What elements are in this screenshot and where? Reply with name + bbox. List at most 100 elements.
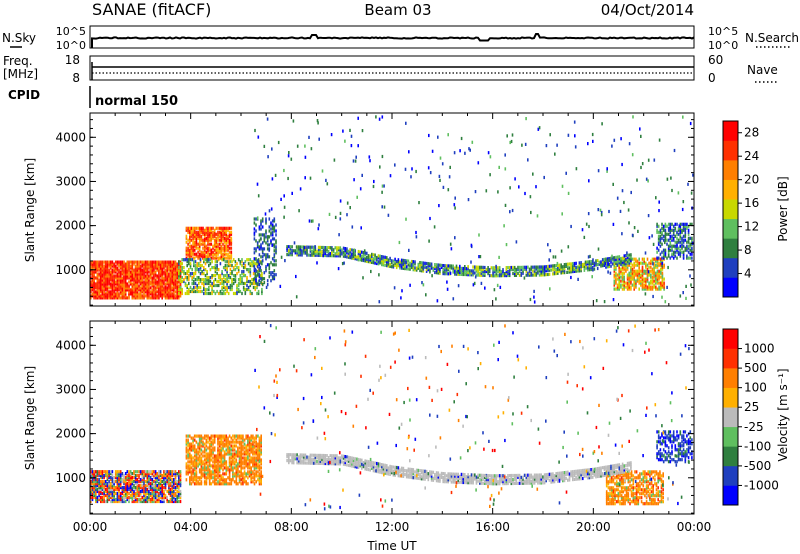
range-cell bbox=[212, 254, 214, 258]
range-cell bbox=[98, 260, 100, 264]
range-cell bbox=[456, 270, 459, 274]
range-cell bbox=[195, 246, 198, 250]
range-cell bbox=[605, 265, 607, 269]
range-cell bbox=[206, 278, 208, 282]
range-cell bbox=[679, 222, 682, 226]
range-cell bbox=[620, 275, 622, 279]
range-cell bbox=[497, 270, 499, 274]
range-cell bbox=[247, 262, 250, 266]
range-cell bbox=[116, 272, 119, 276]
range-cell bbox=[207, 238, 209, 242]
range-cell bbox=[118, 487, 120, 492]
range-cell bbox=[645, 285, 647, 289]
range-cell bbox=[108, 476, 110, 480]
range-cell bbox=[187, 440, 189, 444]
range-cell bbox=[229, 264, 232, 268]
range-cell bbox=[537, 127, 540, 131]
range-cell bbox=[129, 292, 132, 296]
range-cell bbox=[90, 280, 92, 284]
range-cell bbox=[210, 450, 213, 454]
range-cell bbox=[256, 182, 259, 186]
range-cell bbox=[96, 482, 99, 486]
colorbar-swatch bbox=[723, 140, 738, 161]
range-cell bbox=[151, 491, 154, 496]
range-cell bbox=[352, 254, 355, 258]
range-cell bbox=[100, 262, 102, 266]
range-cell bbox=[349, 206, 351, 210]
range-cell bbox=[669, 244, 672, 248]
range-cell bbox=[111, 262, 114, 266]
range-cell bbox=[128, 499, 130, 504]
range-cell bbox=[620, 279, 622, 283]
range-cell bbox=[389, 258, 391, 262]
range-cell bbox=[198, 240, 201, 244]
range-cell bbox=[192, 444, 194, 448]
range-cell bbox=[141, 282, 144, 286]
range-cell bbox=[195, 244, 198, 248]
range-cell bbox=[647, 179, 649, 183]
range-cell bbox=[128, 491, 130, 496]
range-cell bbox=[193, 472, 196, 476]
range-cell bbox=[198, 254, 201, 258]
range-cell bbox=[378, 300, 381, 304]
range-cell bbox=[618, 273, 620, 277]
range-cell bbox=[381, 259, 383, 263]
range-cell bbox=[131, 472, 134, 476]
range-cell bbox=[270, 239, 272, 243]
range-cell bbox=[215, 254, 218, 258]
range-cell bbox=[674, 226, 677, 230]
range-cell bbox=[311, 251, 313, 255]
range-cell bbox=[208, 258, 210, 262]
range-cell bbox=[221, 258, 223, 262]
range-cell bbox=[96, 276, 99, 280]
range-cell bbox=[134, 272, 137, 276]
range-cell bbox=[468, 147, 470, 151]
range-cell bbox=[266, 279, 269, 283]
range-cell bbox=[452, 266, 454, 270]
range-cell bbox=[109, 292, 112, 296]
range-cell bbox=[689, 248, 692, 252]
range-cell bbox=[552, 255, 555, 259]
range-cell bbox=[95, 264, 97, 268]
range-cell bbox=[103, 270, 105, 274]
range-cell bbox=[319, 251, 322, 255]
range-cell bbox=[111, 480, 114, 484]
range-cell bbox=[193, 460, 196, 464]
range-cell bbox=[144, 276, 147, 280]
range-cell bbox=[223, 442, 226, 446]
range-cell bbox=[90, 474, 92, 478]
range-cell bbox=[223, 232, 226, 236]
range-cell bbox=[119, 480, 122, 484]
range-cell bbox=[641, 279, 644, 283]
range-cell bbox=[210, 242, 213, 246]
range-cell bbox=[336, 246, 338, 250]
range-cell bbox=[159, 272, 162, 276]
range-cell bbox=[131, 284, 134, 288]
range-cell bbox=[153, 292, 155, 296]
range-cell bbox=[151, 495, 154, 500]
range-cell bbox=[213, 440, 216, 444]
range-cell bbox=[128, 274, 130, 278]
range-cell bbox=[255, 269, 257, 273]
range-cell bbox=[192, 478, 194, 482]
range-cell bbox=[364, 259, 366, 263]
range-cell bbox=[154, 480, 157, 484]
range-cell bbox=[220, 462, 223, 466]
range-cell bbox=[607, 258, 610, 262]
range-cell bbox=[349, 248, 351, 252]
range-cell bbox=[193, 260, 195, 264]
range-cell bbox=[190, 466, 193, 470]
range-cell bbox=[578, 261, 581, 265]
range-cell bbox=[216, 264, 218, 268]
range-cell bbox=[651, 285, 654, 289]
range-cell bbox=[607, 262, 610, 266]
range-cell bbox=[370, 269, 372, 274]
range-cell bbox=[217, 226, 219, 230]
range-cell bbox=[202, 440, 204, 444]
range-cell bbox=[144, 274, 147, 278]
range-cell bbox=[126, 272, 129, 276]
y-tick-label: 3000 bbox=[55, 174, 86, 188]
range-cell bbox=[124, 491, 127, 496]
range-cell bbox=[143, 290, 145, 294]
range-cell bbox=[161, 493, 163, 498]
